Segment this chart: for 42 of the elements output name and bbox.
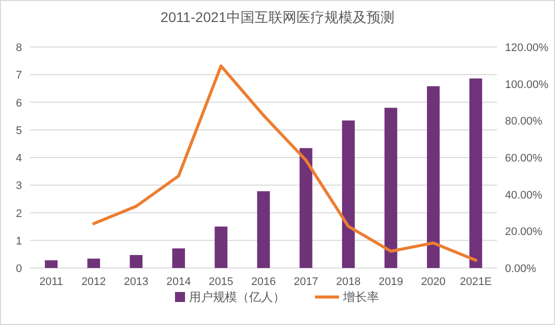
x-tick-label: 2019 <box>378 276 404 288</box>
y-tick-label: 2 <box>16 208 22 220</box>
y-tick-label: 0 <box>16 263 22 275</box>
y2-tick-label: 100.00% <box>505 78 549 91</box>
bar <box>384 108 398 268</box>
x-tick-label: 2015 <box>208 276 234 288</box>
bar <box>342 120 355 268</box>
line-series <box>92 64 478 262</box>
y2-tick-label: 0.00% <box>505 263 536 275</box>
x-tick-label: 2014 <box>166 276 191 288</box>
y-tick-label: 8 <box>16 42 22 54</box>
y-tick-label: 3 <box>16 180 22 192</box>
bar <box>130 255 143 268</box>
y-tick-label: 7 <box>16 70 22 82</box>
y-tick-label: 6 <box>16 97 22 110</box>
y2-tick-label: 60.00% <box>505 152 543 164</box>
x-tick-label: 2021E <box>460 276 492 288</box>
y2-tick-label: 40.00% <box>505 189 543 202</box>
legend-label: 用户规模（亿人） <box>189 290 285 304</box>
x-tick-label: 2011 <box>39 276 64 288</box>
bar <box>426 86 440 268</box>
x-tick-label: 2020 <box>421 276 446 288</box>
x-tick-label: 2018 <box>336 276 361 288</box>
y2-tick-label: 20.00% <box>505 226 543 238</box>
bar <box>300 148 312 268</box>
bar <box>172 248 185 268</box>
bar <box>214 226 228 268</box>
legend-label: 增长率 <box>342 290 379 304</box>
bar <box>469 78 482 268</box>
x-tick-label: 2013 <box>124 276 148 288</box>
x-tick-label: 2012 <box>81 276 106 288</box>
x-tick-label: 2017 <box>294 276 318 288</box>
bar <box>87 258 100 268</box>
x-tick-label: 2016 <box>251 276 276 288</box>
bar <box>44 260 58 268</box>
y-tick-label: 1 <box>16 235 22 248</box>
y-tick-label: 5 <box>16 124 22 137</box>
bar <box>257 191 270 268</box>
y-tick-label: 4 <box>16 152 22 164</box>
y2-tick-label: 120.00% <box>505 42 549 54</box>
chart-title: 2011-2021中国互联网医疗规模及预测 <box>160 9 394 25</box>
y2-tick-label: 80.00% <box>505 116 543 128</box>
